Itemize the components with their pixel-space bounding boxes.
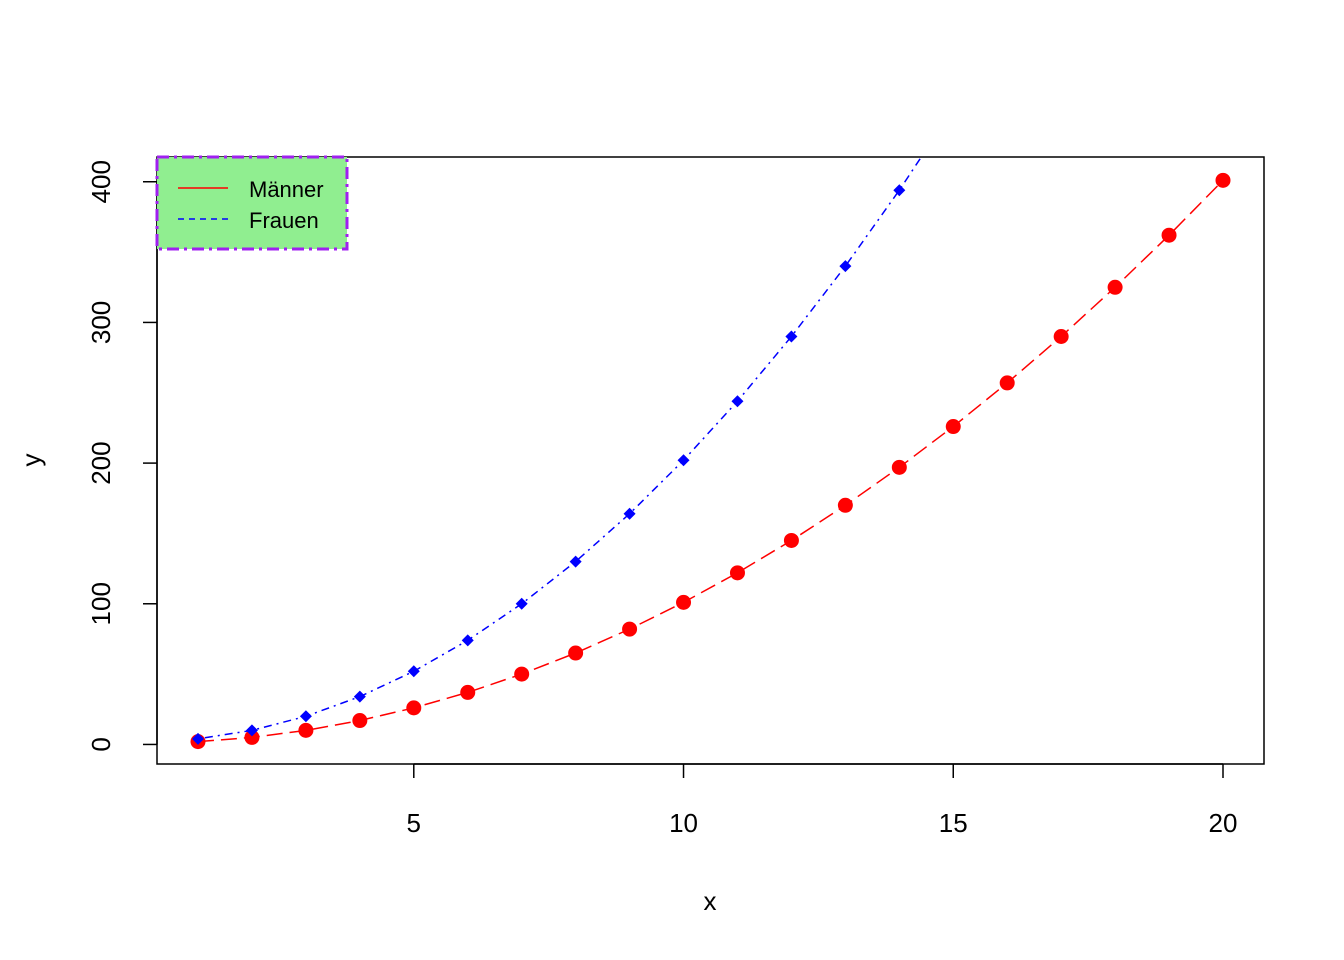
data-point — [568, 645, 584, 661]
legend: Männer Frauen — [155, 155, 349, 251]
y-tick-label: 400 — [86, 160, 116, 203]
x-tick-label: 5 — [407, 808, 421, 838]
data-point — [245, 724, 258, 737]
data-point — [785, 330, 798, 343]
series-0 — [190, 172, 1231, 750]
data-point — [839, 260, 852, 273]
data-point — [837, 497, 853, 513]
data-point — [406, 700, 422, 716]
x-axis-label: x — [704, 886, 717, 916]
y-axis-label: y — [16, 454, 46, 467]
data-point — [677, 454, 690, 467]
x-tick-label: 10 — [669, 808, 698, 838]
data-point — [244, 729, 260, 745]
legend-box — [155, 155, 349, 251]
data-point — [999, 375, 1015, 391]
data-point — [352, 713, 368, 729]
data-point — [1161, 227, 1177, 243]
data-point — [731, 395, 744, 408]
data-point — [947, 103, 959, 115]
series-1 — [192, 103, 959, 745]
x-tick-label: 15 — [939, 808, 968, 838]
data-point — [298, 722, 314, 738]
data-point — [407, 665, 420, 678]
data-point — [1053, 328, 1069, 344]
y-tick-label: 0 — [86, 737, 116, 751]
series-line — [197, 157, 923, 740]
data-point — [460, 684, 476, 700]
data-point — [1215, 172, 1231, 188]
data-point — [893, 184, 906, 197]
x-tick-label: 20 — [1209, 808, 1238, 838]
data-point — [891, 459, 907, 475]
data-point — [461, 634, 474, 647]
y-tick-label: 300 — [86, 301, 116, 344]
y-axis: 0 100 200 300 400 — [86, 160, 158, 752]
data-point — [569, 555, 582, 568]
data-point — [1107, 279, 1123, 295]
data-point — [729, 565, 745, 581]
y-tick-label: 100 — [86, 582, 116, 625]
data-point — [515, 597, 528, 610]
series-line — [197, 179, 1224, 743]
data-point — [514, 666, 530, 682]
data-point — [353, 690, 366, 703]
data-point — [945, 419, 961, 435]
data-point — [192, 732, 204, 745]
data-point — [676, 594, 692, 610]
legend-label-maenner: Männer — [249, 177, 324, 202]
legend-label-frauen: Frauen — [249, 208, 319, 233]
x-axis: 5 10 15 20 — [407, 763, 1238, 838]
data-point — [622, 621, 638, 637]
data-point — [299, 710, 312, 723]
data-point — [783, 532, 799, 548]
y-tick-label: 200 — [86, 441, 116, 484]
data-point — [623, 507, 636, 520]
